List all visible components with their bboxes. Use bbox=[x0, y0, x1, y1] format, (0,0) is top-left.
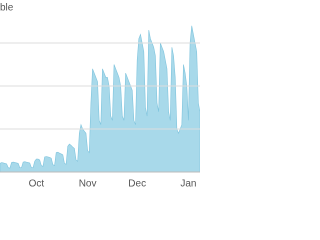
x-tick-label: Oct bbox=[29, 179, 45, 190]
chart-title: ble bbox=[0, 3, 14, 14]
x-tick-label: Dec bbox=[128, 179, 146, 190]
x-tick-label: Nov bbox=[79, 179, 97, 190]
x-tick-label: Jan bbox=[180, 179, 196, 190]
chart: ble Oct Nov Dec Jan bbox=[0, 3, 200, 190]
area bbox=[0, 25, 200, 173]
page: {"chart_data": {"type": "area", "title":… bbox=[0, 2, 200, 190]
